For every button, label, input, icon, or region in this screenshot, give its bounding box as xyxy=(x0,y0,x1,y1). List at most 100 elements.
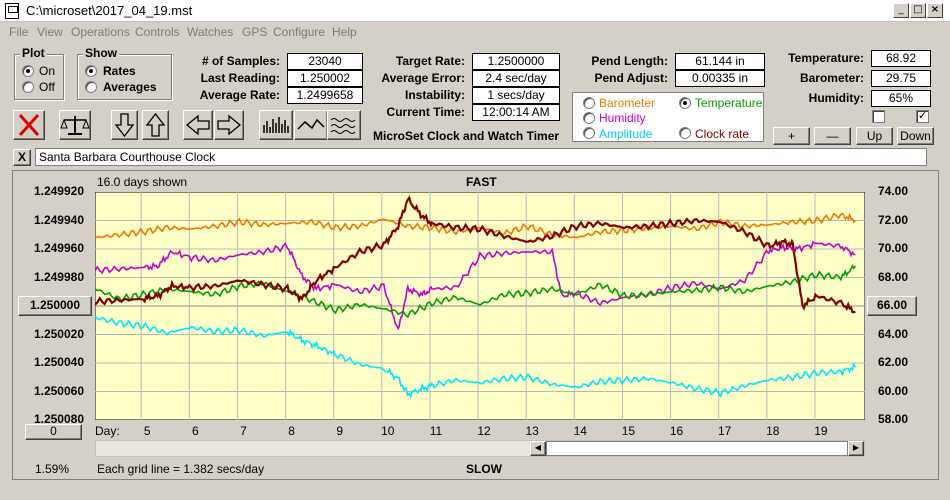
show-rates-radio[interactable] xyxy=(85,65,97,77)
arrow-left-button[interactable] xyxy=(183,110,213,140)
arrow-down-button[interactable] xyxy=(111,110,138,140)
arrow-up-button[interactable] xyxy=(142,110,169,140)
left-axis-tick: 1.249960 xyxy=(33,241,84,255)
x-axis-tick: 15 xyxy=(621,424,636,438)
arrow-right-icon xyxy=(217,114,242,136)
percent-label: 1.59% xyxy=(35,462,70,476)
x-axis-tick: 14 xyxy=(573,424,587,438)
maximize-button[interactable]: □ xyxy=(910,3,926,18)
current-time-label: Current Time: xyxy=(386,105,465,119)
checkbox-right-checked[interactable]: ✓ xyxy=(916,109,929,123)
clear-clock-button[interactable]: X xyxy=(13,149,31,166)
bar-graph-icon xyxy=(263,117,289,133)
wave-plot-button[interactable] xyxy=(327,110,361,140)
show-group xyxy=(77,54,172,100)
series-line-4 xyxy=(95,315,857,399)
plot-on-radio[interactable] xyxy=(22,65,34,77)
scroll-right-button[interactable]: ▶ xyxy=(848,441,864,456)
show-averages-radio[interactable] xyxy=(85,81,97,93)
barometer-field: 29.75 xyxy=(871,70,931,87)
humidity-option-label: Humidity xyxy=(599,111,646,125)
checkbox-left[interactable] xyxy=(872,110,885,123)
minimize-button[interactable]: _ xyxy=(893,3,909,18)
target-rate-label: Target Rate: xyxy=(395,54,465,68)
slow-label: SLOW xyxy=(466,462,502,476)
humidity-field: 65% xyxy=(871,90,931,107)
up-button[interactable]: Up xyxy=(856,127,893,145)
stop-button[interactable] xyxy=(13,110,45,140)
x-axis-tick: 9 xyxy=(336,424,344,438)
wave-graph-icon xyxy=(330,118,356,134)
line-graph-icon xyxy=(297,118,325,130)
right-axis-tick: 74.00 xyxy=(877,184,908,198)
down-button[interactable]: Down xyxy=(897,127,934,145)
fast-label: FAST xyxy=(466,175,497,189)
x-axis-tick: 16 xyxy=(669,424,684,438)
clock-name-input[interactable]: Santa Barbara Courthouse Clock xyxy=(35,148,927,166)
series-line-3 xyxy=(95,195,856,314)
menu-file[interactable]: File xyxy=(9,25,29,39)
data-series xyxy=(95,195,857,399)
offset-button[interactable]: 0 xyxy=(25,424,82,440)
left-axis-tick: 1.250040 xyxy=(33,355,84,369)
show-rates-label: Rates xyxy=(103,64,136,78)
barometer-radio[interactable] xyxy=(583,97,595,109)
target-rate-field: 1.2500000 xyxy=(472,53,560,70)
clock-rate-radio[interactable] xyxy=(679,127,691,139)
menu-gps[interactable]: GPS xyxy=(242,25,268,39)
bar-plot-button[interactable] xyxy=(259,110,293,140)
x-axis-tick: 13 xyxy=(525,424,539,438)
humidity-radio[interactable] xyxy=(583,112,595,124)
minus-button[interactable]: — xyxy=(814,127,851,145)
arrow-up-icon xyxy=(145,112,166,137)
scroll-left-button[interactable]: ◀ xyxy=(530,441,546,456)
menu-bar: File View Operations Controls Watches GP… xyxy=(0,22,950,42)
sensor-options-panel xyxy=(572,92,764,142)
line-plot-button[interactable] xyxy=(294,110,328,140)
average-rate-field: 1.2499658 xyxy=(287,87,363,104)
left-axis-tick: 1.249940 xyxy=(33,212,84,227)
instability-label: Instability: xyxy=(404,88,465,102)
samples-label: # of Samples: xyxy=(201,54,280,68)
scale-button[interactable] xyxy=(59,110,91,140)
menu-controls[interactable]: Controls xyxy=(135,25,180,39)
left-axis-tick: 1.250020 xyxy=(33,326,84,341)
right-axis-tick: 64.00 xyxy=(877,326,908,341)
temperature-option-label: Temperature xyxy=(695,96,763,110)
amplitude-radio[interactable] xyxy=(583,127,595,139)
menu-help[interactable]: Help xyxy=(332,25,357,39)
x-axis-tick: 8 xyxy=(288,424,295,438)
scroll-thumb[interactable] xyxy=(546,441,848,456)
temperature-label: Temperature: xyxy=(788,51,864,65)
temperature-radio[interactable] xyxy=(679,97,691,109)
menu-view[interactable]: View xyxy=(37,25,63,39)
x-axis-tick: 19 xyxy=(814,424,828,438)
last-reading-field: 1.250002 xyxy=(287,70,363,87)
left-axis-tick: 1.250060 xyxy=(33,383,84,398)
temperature-field: 68.92 xyxy=(871,50,931,67)
samples-field: 23040 xyxy=(287,53,363,70)
menu-configure[interactable]: Configure xyxy=(273,25,326,39)
plus-button[interactable]: + xyxy=(773,127,810,145)
x-axis-tick: 6 xyxy=(191,424,199,438)
series-line-2 xyxy=(95,264,857,319)
right-axis-tick: 68.00 xyxy=(877,269,908,284)
x-axis-tick: 17 xyxy=(718,424,732,438)
close-button[interactable]: × xyxy=(927,3,943,18)
x-axis-tick: 10 xyxy=(381,424,395,438)
right-axis-tick: 70.00 xyxy=(877,241,908,255)
rate-reference-button[interactable]: 1.250000 xyxy=(18,296,92,316)
plot-off-radio[interactable] xyxy=(22,81,34,93)
humidity-label: Humidity: xyxy=(808,91,864,105)
plot-off-label: Off xyxy=(39,80,55,94)
app-icon xyxy=(5,3,19,19)
arrow-right-button[interactable] xyxy=(214,110,244,140)
barometer-label: Barometer: xyxy=(799,71,864,85)
plot-area xyxy=(95,192,865,420)
left-axis-tick: 1.250080 xyxy=(33,412,84,426)
menu-watches[interactable]: Watches xyxy=(187,25,234,39)
x-axis-tick: 7 xyxy=(240,424,247,438)
show-averages-label: Averages xyxy=(103,80,157,94)
temp-reference-button[interactable]: 66.00 xyxy=(867,296,917,316)
menu-operations[interactable]: Operations xyxy=(71,25,130,39)
